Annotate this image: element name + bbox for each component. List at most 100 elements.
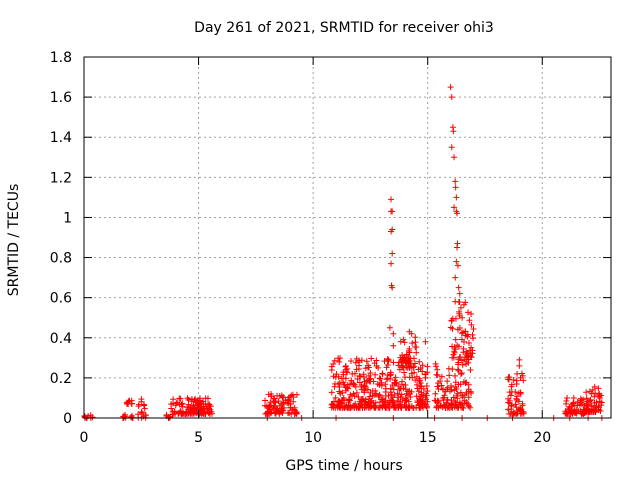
data-point (586, 388, 593, 395)
data-point (352, 359, 359, 366)
data-point (288, 392, 295, 399)
data-point (274, 408, 281, 415)
data-point (563, 397, 570, 404)
data-point (138, 409, 145, 416)
data-point (390, 342, 397, 349)
x-tick-label: 0 (80, 430, 89, 446)
y-tick-label: 0.2 (50, 371, 72, 387)
data-point (424, 398, 431, 405)
data-point (381, 402, 388, 409)
data-point (267, 399, 274, 406)
data-point (379, 396, 386, 403)
data-point (454, 366, 461, 373)
data-point (386, 324, 393, 331)
data-point (423, 403, 430, 410)
data-point (207, 403, 214, 410)
data-point (390, 359, 397, 366)
data-point (516, 356, 523, 363)
y-tick-label: 1.4 (50, 130, 72, 146)
data-point (387, 372, 394, 379)
data-point (452, 178, 459, 185)
data-point (123, 399, 130, 406)
data-point (597, 407, 604, 414)
plot-frame (83, 56, 612, 419)
data-point (424, 388, 431, 395)
data-point (365, 372, 372, 379)
data-point (391, 404, 398, 411)
data-point (401, 369, 408, 376)
data-point (342, 363, 349, 370)
data-point (328, 404, 335, 411)
data-point (454, 244, 461, 251)
data-point (451, 154, 458, 161)
data-point (465, 339, 472, 346)
data-point (346, 396, 353, 403)
chart-title: Day 261 of 2021, SRMTID for receiver ohi… (194, 20, 494, 36)
data-point (382, 399, 389, 406)
data-point (506, 389, 513, 396)
data-point (342, 384, 349, 391)
y-tick-label: 1.2 (50, 170, 72, 186)
data-point (458, 330, 465, 337)
y-tick-label: 0 (63, 411, 72, 427)
data-point (394, 397, 401, 404)
data-point (406, 374, 413, 381)
data-point (413, 393, 420, 400)
data-point (374, 381, 381, 388)
data-point (420, 385, 427, 392)
data-point (513, 377, 520, 384)
data-point (409, 340, 416, 347)
y-tick-label: 0.4 (50, 331, 72, 347)
data-point (466, 317, 473, 324)
y-tick-label: 0.6 (50, 291, 72, 307)
data-point (357, 373, 364, 380)
data-point (468, 321, 475, 328)
data-point (453, 258, 460, 265)
data-point (335, 381, 342, 388)
data-point (457, 304, 464, 311)
data-point (399, 356, 406, 363)
data-point (586, 398, 593, 405)
data-point (360, 395, 367, 402)
data-point (412, 339, 419, 346)
data-point (413, 381, 420, 388)
data-point (349, 403, 356, 410)
data-point (465, 403, 472, 410)
data-point (397, 338, 404, 345)
data-point (403, 351, 410, 358)
data-point (452, 379, 459, 386)
data-point (384, 357, 391, 364)
data-point (469, 331, 476, 338)
data-point (356, 398, 363, 405)
data-point (595, 385, 602, 392)
data-point (358, 357, 365, 364)
data-point (276, 402, 283, 409)
data-point (435, 379, 442, 386)
data-point (360, 371, 367, 378)
data-point (454, 210, 461, 217)
data-point (438, 382, 445, 389)
data-point (583, 389, 590, 396)
data-point (356, 372, 363, 379)
data-point (452, 184, 459, 191)
data-point (513, 404, 520, 411)
data-point (506, 410, 513, 417)
data-point (288, 410, 295, 417)
data-point (401, 339, 408, 346)
data-point (433, 371, 440, 378)
data-point (569, 403, 576, 410)
data-point (389, 208, 396, 215)
data-point (177, 408, 184, 415)
data-point (408, 370, 415, 377)
data-point (293, 410, 300, 417)
data-point (361, 389, 368, 396)
data-point (331, 398, 338, 405)
data-point (410, 364, 417, 371)
data-point (194, 405, 201, 412)
data-point (350, 402, 357, 409)
data-point (591, 393, 598, 400)
data-point (517, 389, 524, 396)
data-point (385, 404, 392, 411)
data-point (367, 399, 374, 406)
data-point (516, 362, 523, 369)
